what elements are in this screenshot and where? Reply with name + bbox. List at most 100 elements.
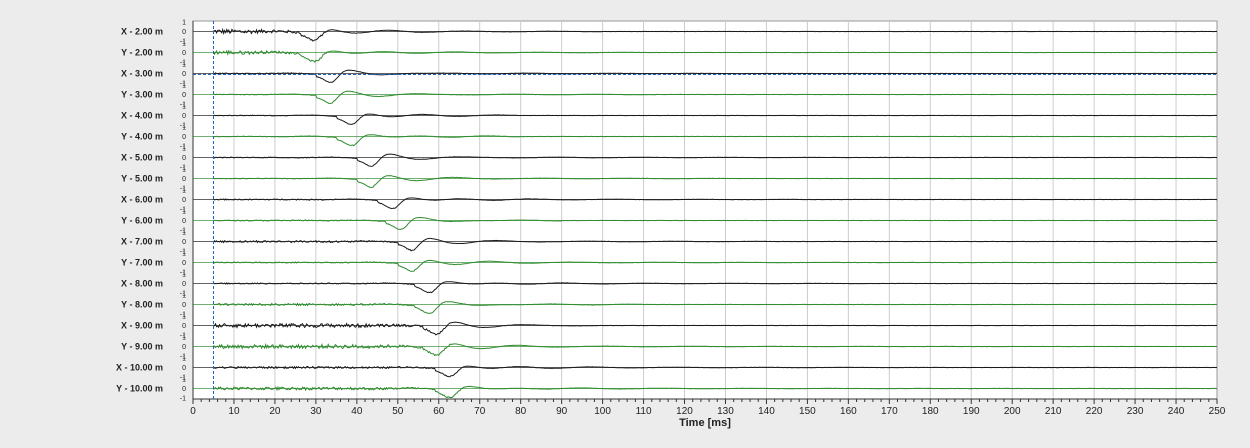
x-tick-label: 170: [881, 406, 898, 417]
x-tick-label: 40: [351, 406, 363, 417]
amplitude-tick-label: -1: [180, 353, 186, 360]
amplitude-tick-label: -1: [180, 59, 186, 66]
amplitude-tick-label: -1: [180, 164, 186, 171]
amplitude-tick-label: 1: [182, 125, 186, 132]
x-tick-label: 30: [310, 406, 322, 417]
amplitude-tick-label: 0: [182, 302, 186, 309]
amplitude-tick-label: 0: [182, 344, 186, 351]
x-tick-label: 150: [799, 406, 816, 417]
trace-label: X - 3.00 m: [121, 69, 163, 79]
trace-label: X - 8.00 m: [121, 279, 163, 289]
amplitude-tick-label: 1: [182, 188, 186, 195]
amplitude-tick-label: 0: [182, 71, 186, 78]
amplitude-tick-label: -1: [180, 269, 186, 276]
amplitude-tick-label: 0: [182, 260, 186, 267]
amplitude-tick-label: -1: [180, 122, 186, 129]
x-tick-label: 100: [594, 406, 611, 417]
trace-label: Y - 10.00 m: [116, 384, 163, 394]
trace-line: [213, 301, 1218, 314]
x-tick-label: 130: [717, 406, 734, 417]
amplitude-tick-label: 1: [182, 272, 186, 279]
trace-line: [213, 342, 1217, 357]
amplitude-tick-label: 1: [182, 230, 186, 237]
trace-label: Y - 6.00 m: [121, 216, 163, 226]
amplitude-tick-label: -1: [180, 248, 186, 255]
amplitude-tick-label: 1: [182, 104, 186, 111]
amplitude-tick-label: -1: [180, 311, 186, 318]
amplitude-tick-label: 1: [182, 41, 186, 48]
amplitude-tick-label: 0: [182, 323, 186, 330]
amplitude-tick-label: -1: [180, 227, 186, 234]
amplitude-tick-label: -1: [180, 374, 186, 381]
x-tick-label: 110: [636, 406, 652, 417]
trace-line: [213, 27, 1218, 42]
x-tick-label: 200: [1004, 406, 1021, 417]
x-tick-label: 240: [1168, 406, 1185, 417]
amplitude-tick-label: -1: [180, 290, 186, 297]
trace-label: X - 7.00 m: [121, 237, 163, 247]
trace-label: X - 4.00 m: [121, 111, 163, 121]
x-tick-label: 140: [758, 406, 775, 417]
trace-label: X - 2.00 m: [121, 27, 163, 37]
x-tick-label: 120: [676, 406, 693, 417]
trace-labels: X - 2.00 m 1 0 -1 Y - 2.00 m 1 0 -1 X - 3.00 m 1 0…: [116, 20, 186, 403]
plot-area: [192, 20, 1218, 400]
amplitude-tick-label: 0: [182, 281, 186, 288]
amplitude-tick-label: 0: [182, 197, 186, 204]
trace-line: [213, 281, 1217, 294]
amplitude-tick-label: 0: [182, 218, 186, 225]
amplitude-tick-label: -1: [180, 80, 186, 87]
amplitude-tick-label: 1: [182, 356, 186, 363]
trace-label: Y - 3.00 m: [121, 90, 163, 100]
trace-label: X - 10.00 m: [116, 363, 163, 373]
amplitude-tick-label: -1: [180, 185, 186, 192]
x-tick-label: 60: [433, 406, 445, 417]
trace-label: X - 6.00 m: [121, 195, 163, 205]
amplitude-tick-label: 1: [182, 146, 186, 153]
amplitude-tick-label: 0: [182, 92, 186, 99]
amplitude-tick-label: 0: [182, 176, 186, 183]
x-axis-title: Time [ms]: [679, 417, 731, 429]
x-tick-label: 10: [228, 406, 240, 417]
amplitude-tick-label: -1: [180, 38, 186, 45]
trace-label: Y - 2.00 m: [121, 48, 163, 58]
amplitude-tick-label: 1: [182, 83, 186, 90]
trace-label: X - 9.00 m: [121, 321, 163, 331]
amplitude-tick-label: -1: [180, 395, 186, 402]
amplitude-tick-label: 0: [182, 50, 186, 57]
x-tick-label: 210: [1045, 406, 1062, 417]
trace-label: Y - 4.00 m: [121, 132, 163, 142]
trace-line: [213, 153, 1218, 167]
amplitude-tick-label: 1: [182, 335, 186, 342]
x-tick-label: 220: [1086, 406, 1103, 417]
x-tick-label: 90: [556, 406, 568, 417]
trace-line: [213, 385, 1218, 399]
amplitude-tick-label: 0: [182, 365, 186, 372]
amplitude-tick-label: -1: [180, 101, 186, 108]
amplitude-tick-label: 1: [182, 167, 186, 174]
x-tick-label: 80: [515, 406, 527, 417]
trace-label: X - 5.00 m: [121, 153, 163, 163]
amplitude-tick-label: 0: [182, 155, 186, 162]
amplitude-tick-label: -1: [180, 206, 186, 213]
trace-label: Y - 5.00 m: [121, 174, 163, 184]
amplitude-tick-label: 1: [182, 62, 186, 69]
x-tick-label: 180: [922, 406, 939, 417]
amplitude-tick-label: -1: [180, 143, 186, 150]
amplitude-tick-label: 1: [182, 293, 186, 300]
amplitude-tick-label: 1: [182, 314, 186, 321]
amplitude-tick-label: 0: [182, 113, 186, 120]
x-tick-label: 190: [963, 406, 980, 417]
trace-lines: [213, 27, 1218, 399]
amplitude-tick-label: 1: [182, 20, 186, 27]
trace-line: [213, 216, 1218, 230]
marker-lines: [193, 21, 1217, 399]
trace-line: [213, 365, 1218, 378]
x-tick-label: 230: [1127, 406, 1144, 417]
x-tick-label: 250: [1209, 406, 1226, 417]
x-tick-label: 50: [392, 406, 404, 417]
x-tick-label: 70: [474, 406, 486, 417]
vertical-grid: [233, 21, 1177, 399]
